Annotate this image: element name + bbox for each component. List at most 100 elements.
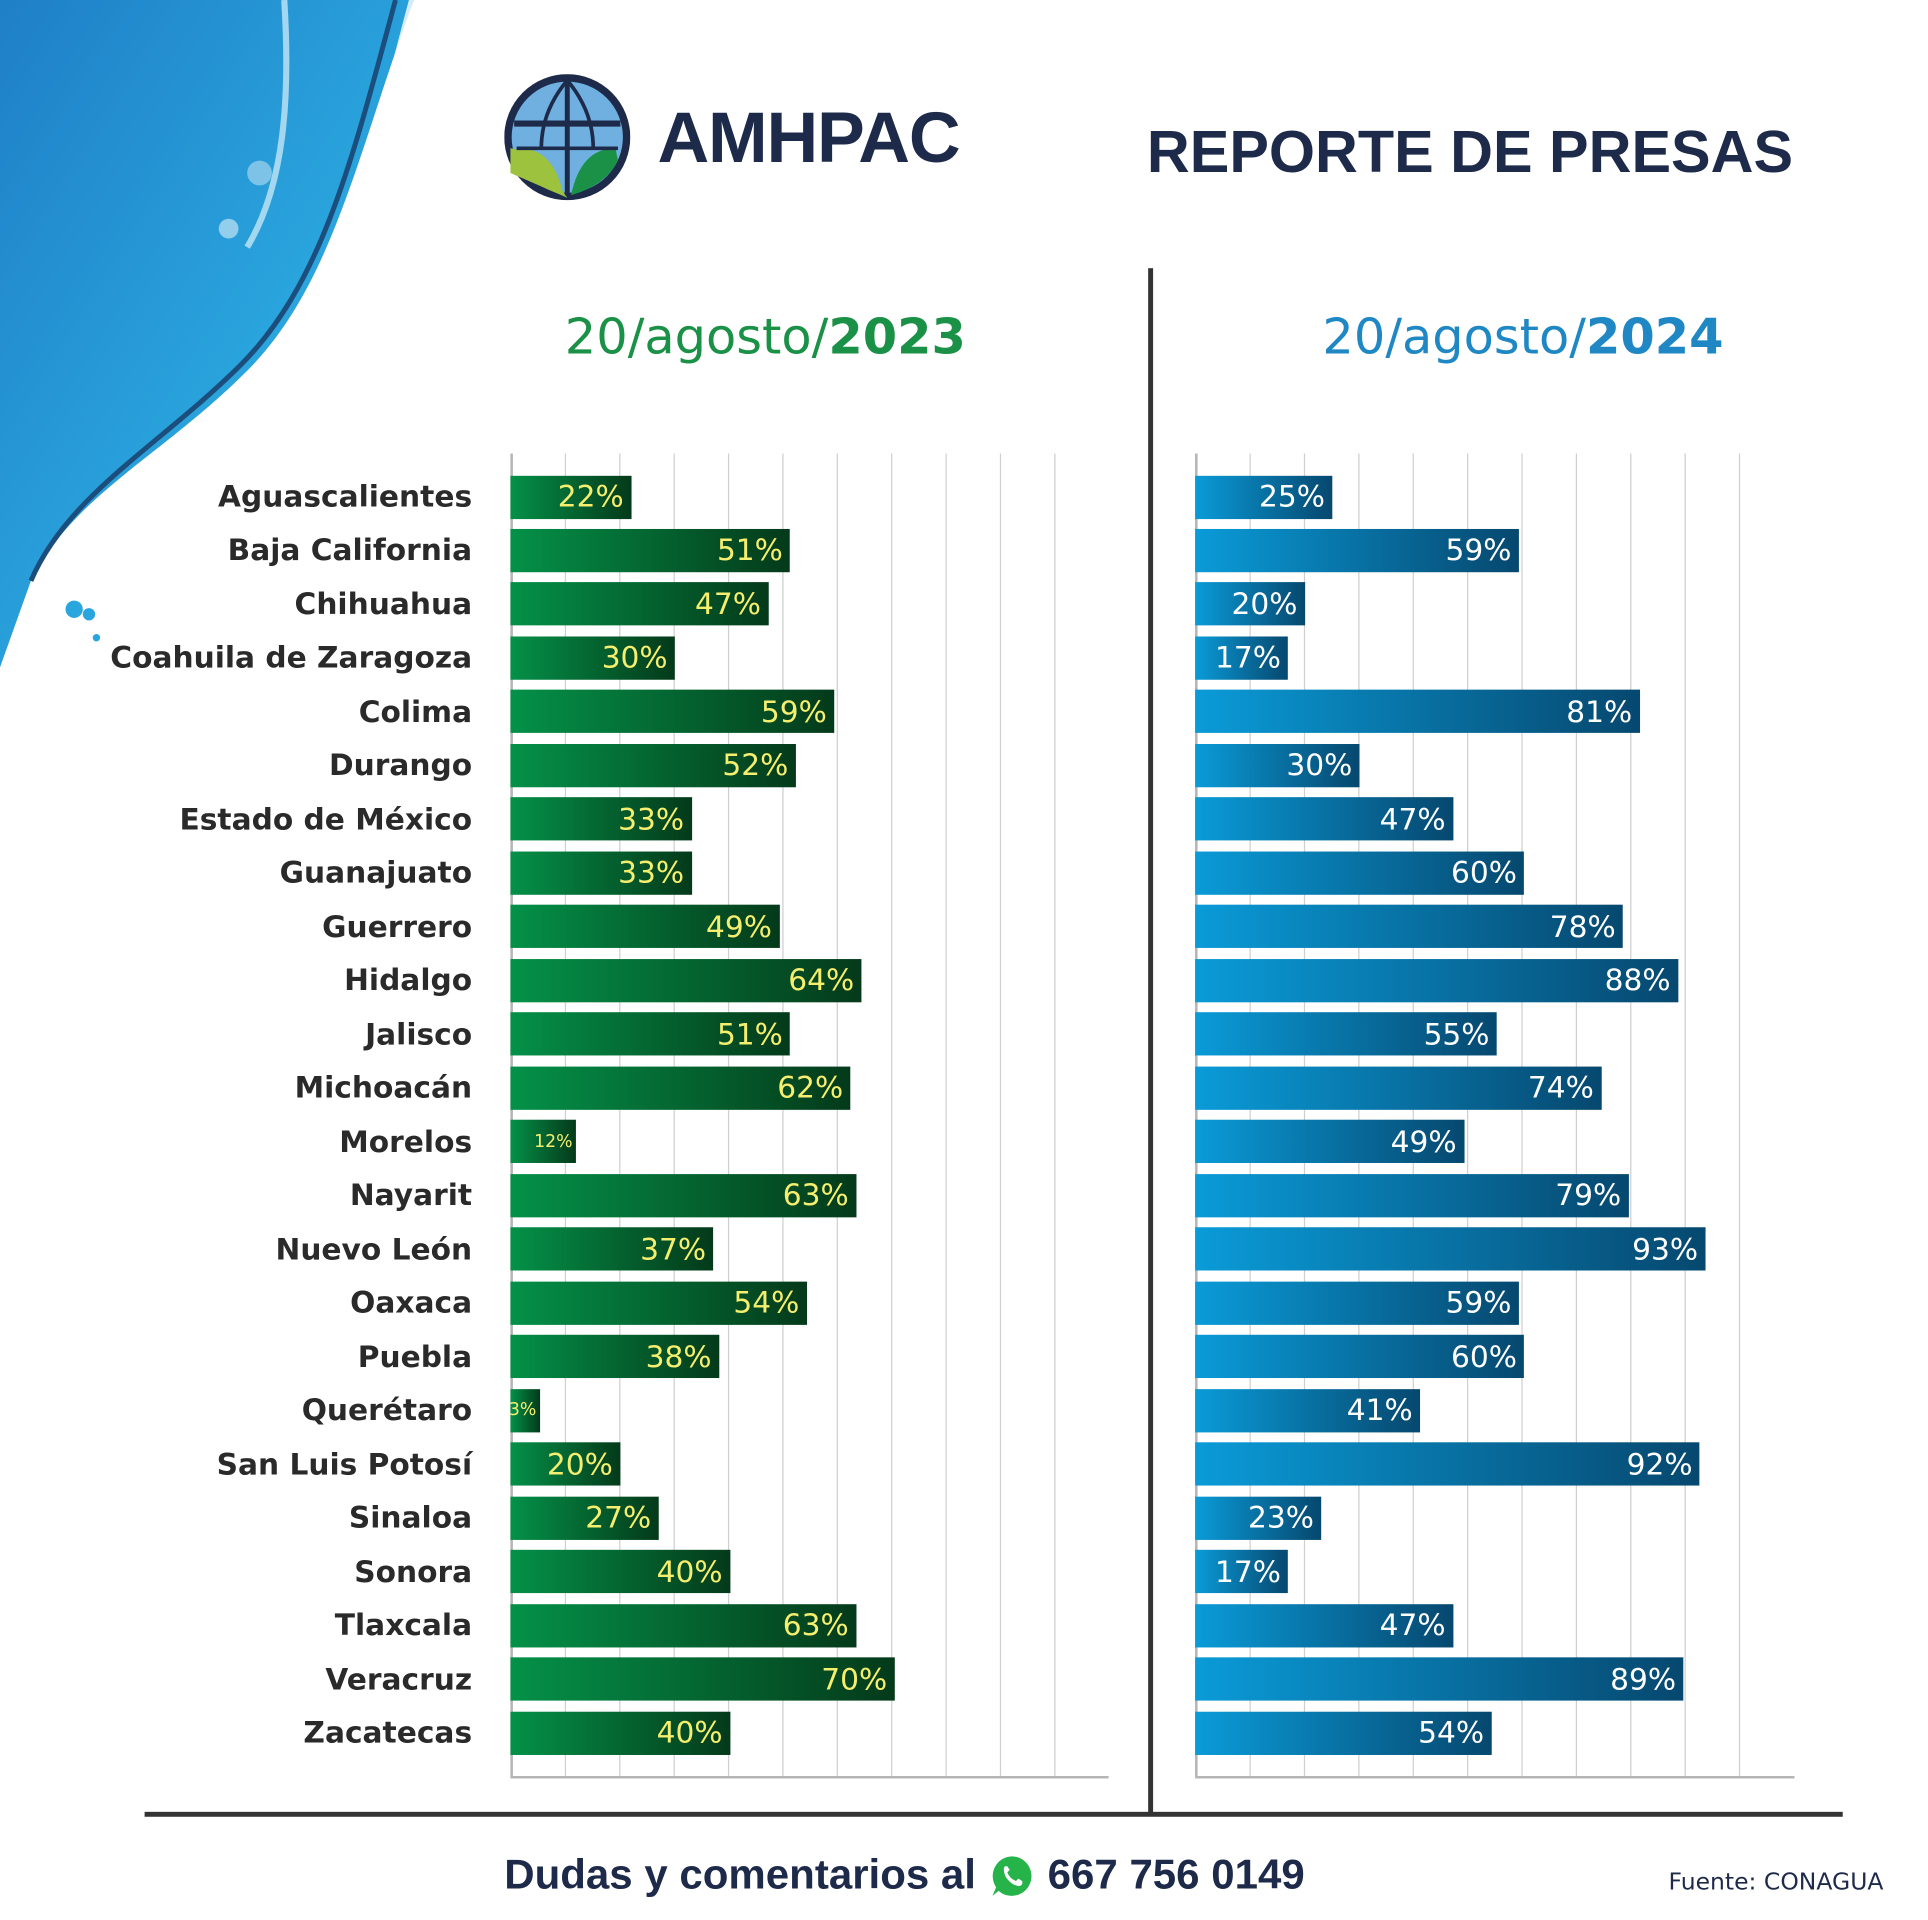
date-year: 2023 bbox=[828, 308, 966, 366]
gridline bbox=[945, 453, 947, 1776]
bar-value-label: 47% bbox=[694, 586, 761, 622]
bar-value-label: 17% bbox=[1215, 640, 1281, 676]
bar: 59% bbox=[1195, 1281, 1519, 1325]
bar: 70% bbox=[510, 1657, 895, 1701]
bar: 30% bbox=[1195, 743, 1360, 788]
bar: 55% bbox=[1195, 1012, 1497, 1056]
bar-value-label: 38% bbox=[645, 1339, 712, 1374]
bar-value-label: 74% bbox=[1527, 1070, 1594, 1106]
bar-value-label: 60% bbox=[1451, 855, 1517, 891]
footer-text: Dudas y comentarios al bbox=[504, 1851, 976, 1899]
bar-value-label: 23% bbox=[1247, 1500, 1314, 1536]
state-label: Jalisco bbox=[365, 1016, 473, 1052]
bar: 30% bbox=[510, 636, 676, 680]
bar: 59% bbox=[510, 690, 835, 734]
bar-value-label: 30% bbox=[601, 640, 668, 676]
bar: 25% bbox=[1195, 475, 1333, 519]
state-label: Veracruz bbox=[325, 1661, 473, 1697]
left-chart-title: 20/agosto/2023 bbox=[565, 309, 966, 366]
bar-value-label: 63% bbox=[782, 1178, 849, 1213]
bar: 88% bbox=[1195, 958, 1679, 1003]
bar: 63% bbox=[510, 1173, 857, 1218]
brand-name: AMHPAC bbox=[657, 97, 960, 178]
bar-value-label: 12% bbox=[534, 1131, 573, 1152]
bar-value-label: 22% bbox=[557, 479, 624, 515]
state-label: Michoacán bbox=[294, 1070, 473, 1106]
bar-value-label: 33% bbox=[618, 855, 685, 891]
bar: 17% bbox=[1195, 1549, 1289, 1594]
bar-value-label: 59% bbox=[1445, 1285, 1512, 1321]
amhpac-logo-icon bbox=[504, 74, 631, 201]
gridline bbox=[1249, 453, 1251, 1776]
bar-value-label: 89% bbox=[1610, 1661, 1677, 1697]
date-year: 2024 bbox=[1585, 308, 1724, 366]
bar-value-label: 70% bbox=[821, 1661, 888, 1697]
bar-value-label: 20% bbox=[546, 1446, 613, 1482]
date-prefix: 20/agosto/ bbox=[1322, 308, 1586, 366]
gridline bbox=[836, 453, 838, 1776]
vertical-divider bbox=[1148, 268, 1154, 1816]
right-chart-title: 20/agosto/2024 bbox=[1322, 309, 1723, 366]
bar-value-label: 25% bbox=[1258, 479, 1325, 515]
bar-value-label: 49% bbox=[1390, 1124, 1457, 1159]
bar-value-label: 64% bbox=[788, 963, 855, 998]
bar-value-label: 60% bbox=[1451, 1339, 1517, 1374]
gridline bbox=[1054, 453, 1056, 1776]
gridline bbox=[1738, 453, 1741, 1776]
bar-value-label: 37% bbox=[640, 1231, 707, 1267]
bar-value-label: 33% bbox=[618, 801, 685, 837]
bar-value-label: 47% bbox=[1379, 1608, 1446, 1643]
gridline bbox=[782, 453, 784, 1776]
bar: 20% bbox=[1195, 582, 1305, 626]
bar: 59% bbox=[1195, 528, 1519, 573]
gridline bbox=[999, 453, 1002, 1776]
state-label: Nayarit bbox=[349, 1178, 473, 1213]
bar: 89% bbox=[1195, 1657, 1684, 1701]
bar-value-label: 20% bbox=[1231, 586, 1298, 622]
bar: 41% bbox=[1195, 1388, 1421, 1432]
date-prefix: 20/agosto/ bbox=[564, 308, 829, 366]
state-label: Sonora bbox=[354, 1554, 473, 1589]
bar: 33% bbox=[510, 797, 692, 841]
gridline bbox=[727, 453, 730, 1776]
bar: 37% bbox=[510, 1227, 714, 1271]
bar-value-label: 49% bbox=[705, 909, 772, 945]
bar-value-label: 30% bbox=[1286, 748, 1353, 783]
bar: 60% bbox=[1195, 851, 1525, 895]
bar: 74% bbox=[1195, 1066, 1602, 1110]
bar: 81% bbox=[1195, 690, 1640, 734]
state-label: Estado de México bbox=[179, 801, 473, 837]
data-source: Fuente: CONAGUA bbox=[1668, 1868, 1884, 1896]
bar-value-label: 40% bbox=[656, 1715, 723, 1751]
bar-value-label: 51% bbox=[716, 533, 783, 568]
gridline bbox=[1467, 453, 1469, 1776]
phone-number[interactable]: 667 756 0149 bbox=[1047, 1851, 1305, 1899]
state-label: Colima bbox=[358, 694, 473, 730]
bar-value-label: 27% bbox=[585, 1500, 652, 1536]
water-splash-decoration bbox=[0, 0, 419, 668]
state-label: Guanajuato bbox=[279, 855, 473, 891]
bar: 22% bbox=[510, 475, 632, 519]
bar-value-label: 51% bbox=[716, 1016, 783, 1052]
bar: 51% bbox=[510, 1012, 791, 1056]
gridline bbox=[1684, 453, 1686, 1776]
bar: 27% bbox=[510, 1496, 659, 1540]
state-label: Guerrero bbox=[322, 909, 473, 945]
bar: 20% bbox=[510, 1442, 621, 1486]
state-label: Oaxaca bbox=[350, 1285, 473, 1321]
state-label: Hidalgo bbox=[344, 963, 473, 998]
state-label: Coahuila de Zaragoza bbox=[110, 640, 473, 676]
gridline bbox=[1630, 453, 1632, 1776]
page-title: REPORTE DE PRESAS bbox=[1146, 119, 1794, 186]
bar-value-label: 59% bbox=[1445, 533, 1512, 568]
state-label: Chihuahua bbox=[294, 586, 473, 622]
gridline bbox=[564, 453, 567, 1776]
bar-value-label: 63% bbox=[782, 1608, 849, 1643]
state-label: San Luis Potosí bbox=[216, 1446, 473, 1482]
bar: 49% bbox=[1195, 1120, 1464, 1164]
state-label: Baja California bbox=[227, 533, 473, 568]
x-axis-line bbox=[510, 1775, 1109, 1779]
bar: 47% bbox=[510, 582, 769, 626]
gridline bbox=[619, 453, 621, 1776]
